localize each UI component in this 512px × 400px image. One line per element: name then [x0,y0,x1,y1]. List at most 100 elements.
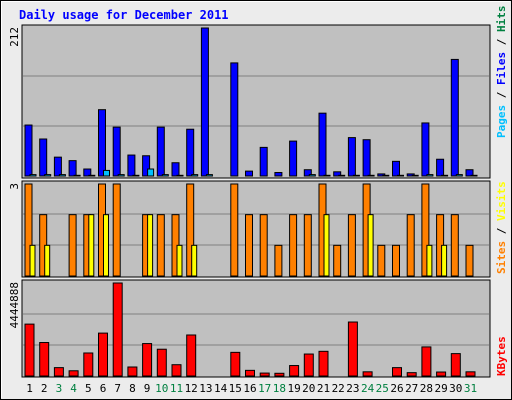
hits-bar-3 [53,156,62,177]
hits-bar-6 [98,109,106,177]
pages-bar-27 [411,174,419,177]
pages-bar-13 [205,174,213,177]
kbytes-bar-19 [289,365,300,377]
day-label-12: 12 [185,382,198,395]
day-label-26: 26 [390,382,403,395]
kbytes-bar-29 [436,371,447,377]
day-label-25: 25 [376,382,389,395]
pages-bar-22 [338,174,346,177]
hits-bar-10 [156,126,165,177]
hits-bar-26 [392,160,400,177]
sites-bar-22 [333,244,342,277]
day-label-27: 27 [405,382,418,395]
pages-bar-4 [73,174,81,177]
legend-hits-files-pages: Pages / Files / Hits [495,6,508,139]
legend-hits: Hits [495,6,508,33]
day-label-7: 7 [114,382,121,395]
hits-bar-1 [24,124,33,177]
kbytes-bar-8 [127,366,138,377]
bar-marks [24,27,478,377]
hits-bar-18 [274,172,283,177]
kbytes-max-label: 4444888 [8,282,21,328]
visits-bar-28 [426,244,433,277]
day-label-31: 31 [464,382,477,395]
pages-bar-6 [103,169,110,177]
kbytes-bar-6 [98,332,108,377]
hits-bar-2 [39,138,48,177]
day-label-19: 19 [287,382,300,395]
legend-files: Files [495,52,508,85]
kbytes-bar-30 [450,353,461,377]
legend-sep-3: / [495,221,508,241]
pages-bar-5 [88,174,96,177]
day-label-17: 17 [258,382,271,395]
hits-bar-31 [465,169,474,177]
hits-bar-21 [318,112,327,177]
day-label-4: 4 [70,382,77,395]
kbytes-bar-26 [392,367,402,377]
pages-bar-23 [352,174,360,177]
sites-bar-18 [274,244,283,277]
chart-title: Daily usage for December 2011 [19,8,229,22]
visits-bar-29 [441,244,448,277]
kbytes-bar-7 [112,282,123,377]
legend-sep-1: / [495,85,508,105]
hits-bar-12 [186,128,195,177]
pages-bar-29 [441,174,449,177]
visits-bar-5 [88,214,95,277]
kbytes-bar-11 [171,364,182,377]
x-tick-labels: 1 2 3 4 5 6 7 8 9 10 11 12 13 14 15 16 17 18 19 20 21 22 23 24 2… [26,382,477,395]
pages-bar-24 [367,174,375,177]
kbytes-bar-23 [347,321,358,377]
sites-bar-23 [347,214,356,277]
day-label-21: 21 [317,382,330,395]
day-label-9: 9 [144,382,151,395]
hits-bar-8 [127,154,136,177]
sites-bar-25 [377,244,386,277]
kbytes-bar-28 [421,346,432,377]
pages-bar-28 [426,174,434,177]
day-label-20: 20 [302,382,315,395]
visits-bar-11 [176,244,183,277]
sites-bar-15 [230,183,239,277]
pages-bar-8 [132,174,140,177]
kbytes-bar-17 [259,372,270,377]
hits-bar-30 [450,58,459,177]
visits-bar-21 [323,214,330,277]
hits-max-label: 212 [8,27,21,47]
kbytes-bar-1 [24,323,35,377]
legend-sites: Sites [495,241,508,274]
kbytes-bar-24 [362,371,373,377]
sites-bar-1 [24,183,33,277]
kbytes-bar-10 [156,348,167,377]
hits-bar-22 [333,171,342,177]
pages-bar-11 [176,174,184,177]
sites-bar-27 [406,214,415,277]
legend-sites-visits: Sites / Visits [495,181,508,274]
day-label-30: 30 [449,382,462,395]
day-label-13: 13 [199,382,212,395]
sites-bar-10 [156,214,165,277]
day-label-1: 1 [26,382,33,395]
sites-bar-26 [392,244,400,277]
sites-bar-16 [245,214,253,277]
kbytes-bar-15 [230,351,241,377]
day-label-3: 3 [56,382,63,395]
day-label-11: 11 [170,382,183,395]
legend-pages: Pages [495,105,508,138]
day-label-28: 28 [420,382,433,395]
visits-bar-9 [147,214,154,277]
sites-bar-20 [303,214,312,277]
pages-bar-10 [161,174,169,177]
day-label-8: 8 [129,382,136,395]
hits-bar-7 [112,126,121,177]
hits-bar-17 [259,146,268,177]
day-label-18: 18 [273,382,286,395]
hits-bar-13 [200,27,209,177]
visits-bar-1 [29,244,36,277]
hits-bar-29 [436,158,445,177]
kbytes-bar-21 [318,350,329,377]
sites-max-label: 3 [8,183,21,190]
legend-sep-2: / [495,32,508,52]
